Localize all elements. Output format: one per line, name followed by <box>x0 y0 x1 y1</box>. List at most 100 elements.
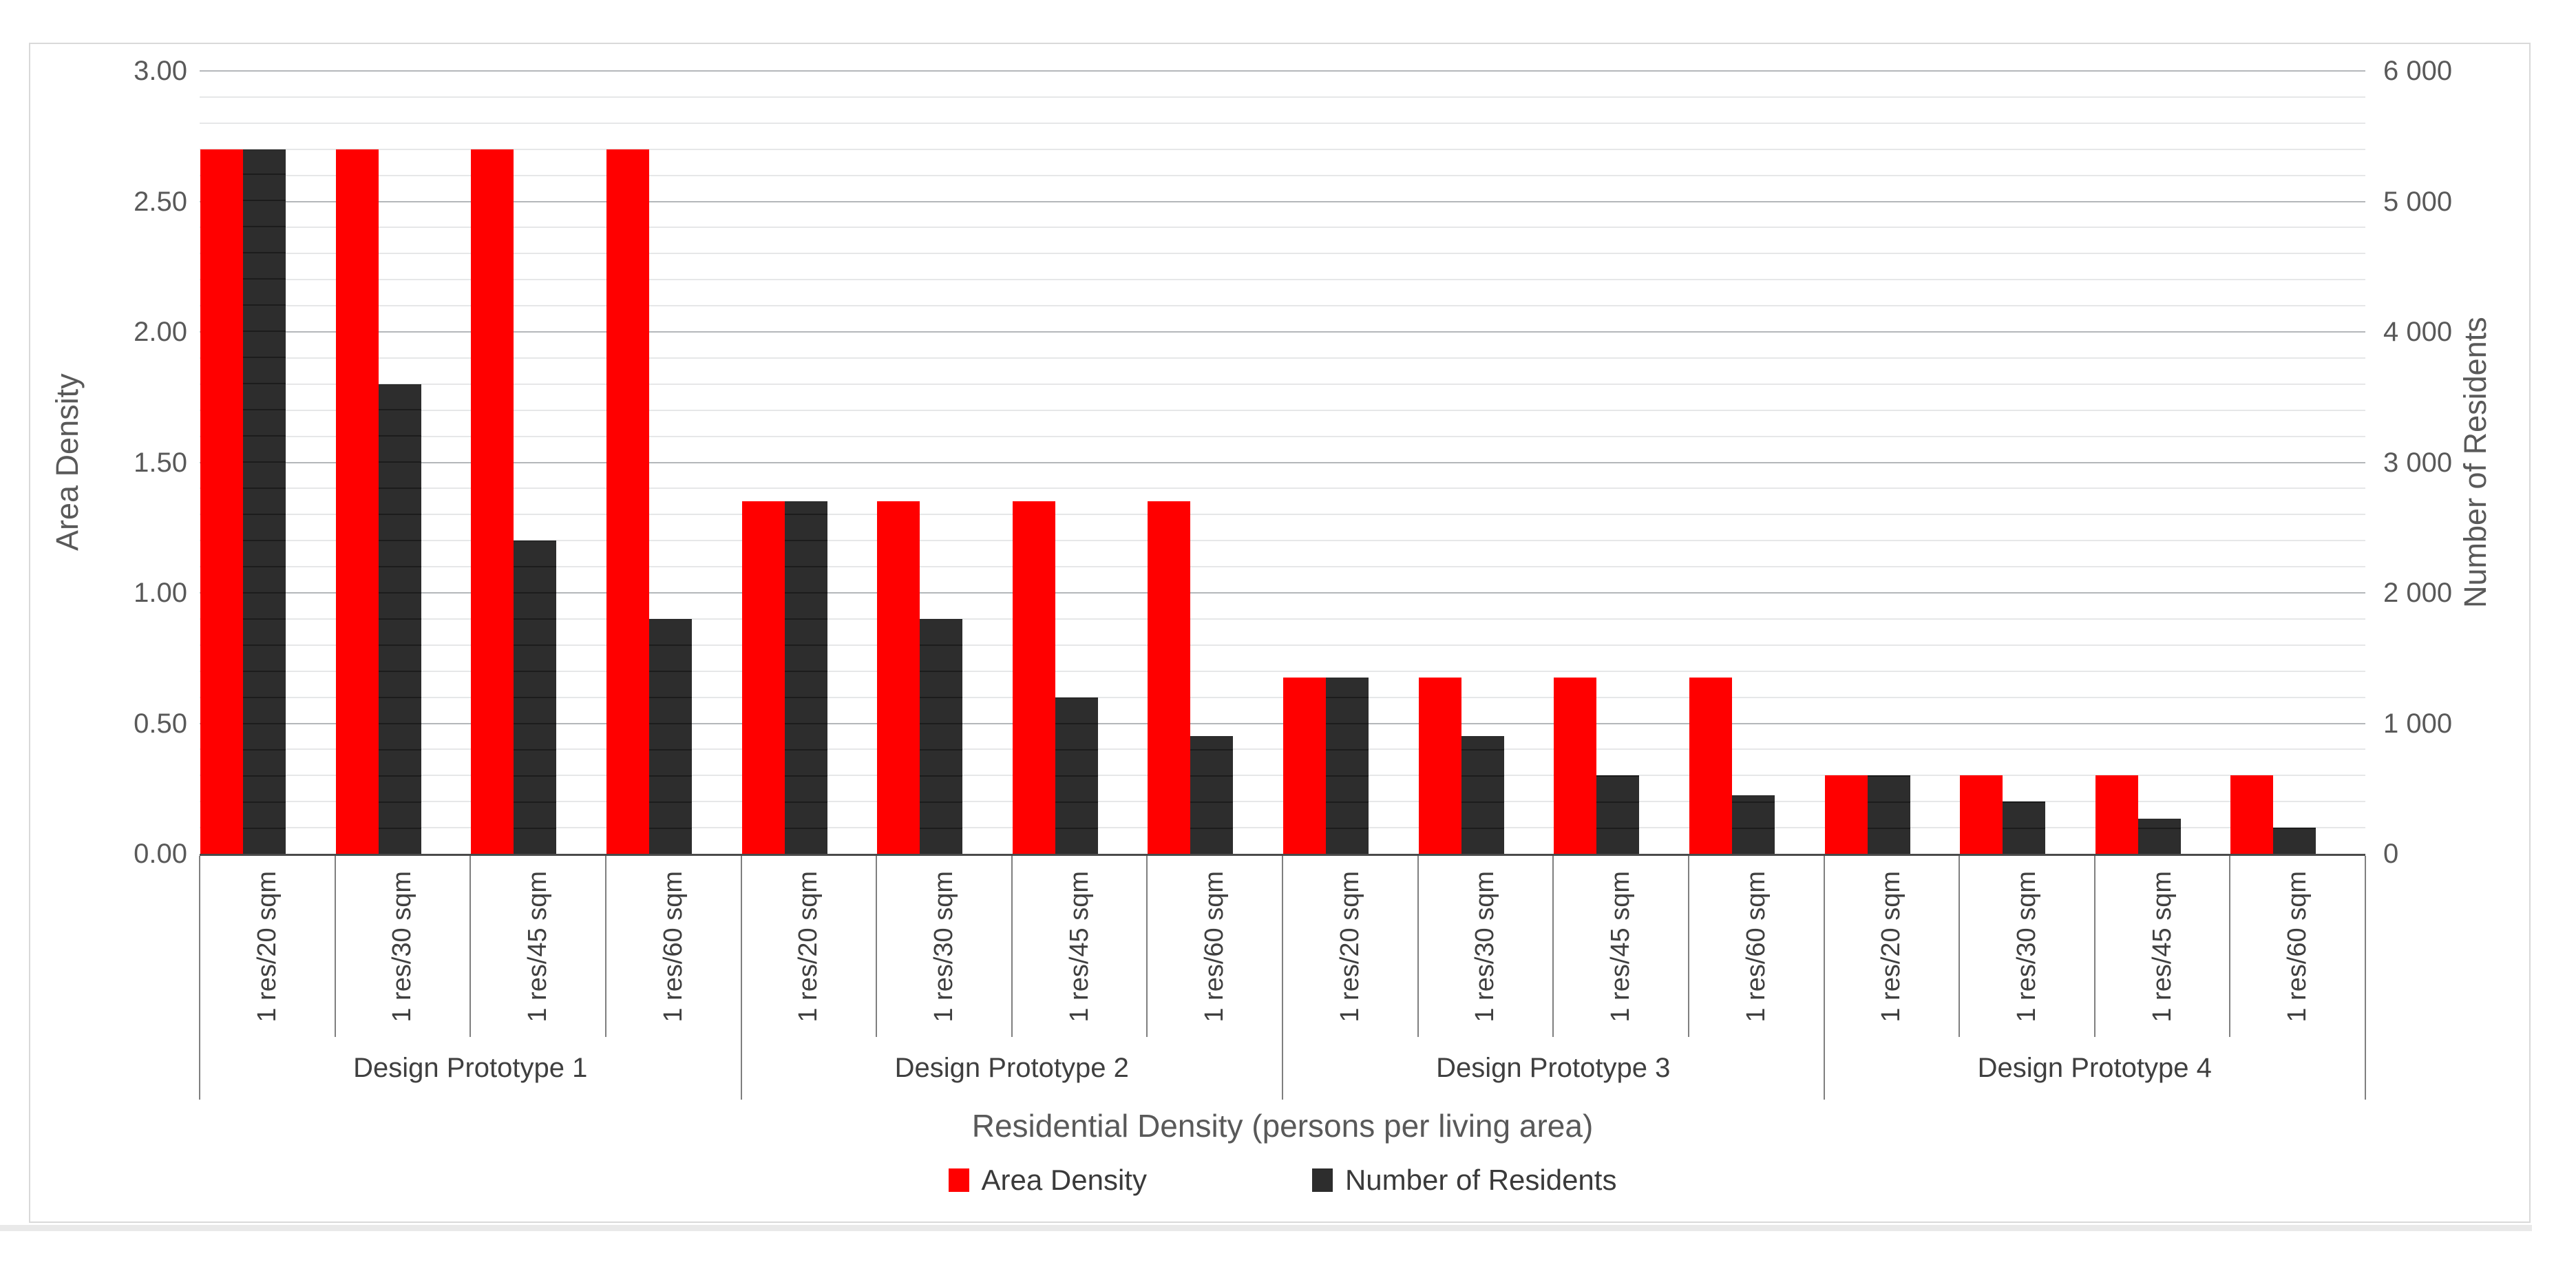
category-label-cell: 1 res/60 sqm <box>2230 856 2365 1037</box>
bar-area-density <box>335 149 379 854</box>
minor-gridline <box>200 566 2365 568</box>
group-separator <box>2365 856 2366 1100</box>
legend: Area Density Number of Residents <box>200 1164 2365 1197</box>
bar-area-density <box>1960 775 2003 854</box>
minor-gridline <box>200 383 2365 385</box>
minor-gridline <box>200 279 2365 281</box>
category-cell <box>1959 71 2095 854</box>
category-separator <box>1146 856 1148 1037</box>
axis-tick-label: 1.00 <box>134 578 187 608</box>
category-label: 1 res/45 sqm <box>1064 870 1094 1022</box>
category-cell <box>876 71 1012 854</box>
category-label: 1 res/20 sqm <box>794 870 823 1022</box>
category-label: 1 res/20 sqm <box>1877 870 1906 1022</box>
category-label-cell: 1 res/60 sqm <box>1689 856 1824 1037</box>
axis-tick-label: 5 000 <box>2383 186 2453 217</box>
category-label: 1 res/30 sqm <box>388 870 417 1022</box>
category-label: 1 res/30 sqm <box>929 870 958 1022</box>
category-label: 1 res/20 sqm <box>1335 870 1364 1022</box>
group-separator <box>1823 856 1825 1100</box>
bar-area-density <box>2095 775 2138 854</box>
group-separator <box>199 856 200 1100</box>
category-cell <box>741 71 877 854</box>
major-gridline <box>200 722 2365 724</box>
legend-swatch-area-density <box>948 1168 969 1192</box>
bar-area-density <box>200 149 243 854</box>
axis-tick-label: 1.50 <box>134 447 187 478</box>
bar-number-of-residents <box>2273 828 2316 854</box>
minor-gridline <box>200 253 2365 255</box>
axis-tick-label: 2 000 <box>2383 578 2453 608</box>
legend-item: Number of Residents <box>1311 1164 1617 1197</box>
category-separator <box>604 856 606 1037</box>
bar-number-of-residents <box>2137 819 2181 854</box>
major-gridline <box>200 461 2365 463</box>
bar-number-of-residents <box>1461 736 1504 854</box>
legend-swatch-number-of-residents <box>1311 1168 1333 1192</box>
minor-gridline <box>200 748 2365 751</box>
group-label: Design Prototype 3 <box>1436 1053 1671 1083</box>
minor-gridline <box>200 644 2365 646</box>
category-cell <box>335 71 471 854</box>
minor-gridline <box>200 227 2365 229</box>
minor-gridline <box>200 357 2365 359</box>
minor-gridline <box>200 540 2365 542</box>
x-axis-title: Residential Density (persons per living … <box>971 1108 1594 1144</box>
bar-number-of-residents <box>784 501 827 854</box>
bar-area-density <box>1554 678 1597 854</box>
category-separator <box>1417 856 1419 1037</box>
axis-tick-label: 3.00 <box>134 56 187 86</box>
category-cell <box>1824 71 1960 854</box>
minor-gridline <box>200 801 2365 803</box>
axis-tick-label: 0 <box>2383 839 2399 869</box>
group-label: Design Prototype 2 <box>894 1053 1129 1083</box>
bar-number-of-residents <box>920 618 963 854</box>
bar-number-of-residents <box>1055 697 1098 854</box>
category-label-cell: 1 res/30 sqm <box>876 856 1012 1037</box>
minor-gridline <box>200 96 2365 98</box>
category-label-cell: 1 res/30 sqm <box>1959 856 2095 1037</box>
category-label-cell: 1 res/60 sqm <box>1147 856 1282 1037</box>
category-label: 1 res/45 sqm <box>2147 870 2177 1022</box>
bar-area-density <box>606 149 649 854</box>
category-label-cell: 1 res/45 sqm <box>470 856 606 1037</box>
bar-number-of-residents <box>378 384 421 854</box>
bar-number-of-residents <box>1731 795 1775 854</box>
category-cell <box>470 71 606 854</box>
minor-gridline <box>200 122 2365 124</box>
legend-label: Number of Residents <box>1344 1164 1617 1196</box>
minor-gridline <box>200 514 2365 516</box>
minor-gridline <box>200 670 2365 672</box>
left-axis-ticks: 3.00 2.50 2.00 1.50 1.00 0.50 0.00 <box>0 57 187 868</box>
category-separator <box>2093 856 2095 1037</box>
category-label-cell: 1 res/20 sqm <box>200 856 335 1037</box>
minor-gridline <box>200 305 2365 307</box>
chart-panel <box>29 43 2531 1223</box>
category-separator <box>876 856 878 1037</box>
category-axis-band: 1 res/20 sqm 1 res/30 sqm 1 res/45 sqm 1 re… <box>199 856 2366 1100</box>
group-labels: Design Prototype 1 Design Prototype 2 Desi… <box>200 1037 2365 1100</box>
minor-gridline <box>200 487 2365 490</box>
major-gridline <box>200 200 2365 202</box>
bar-number-of-residents <box>648 618 692 854</box>
category-cell <box>200 71 335 854</box>
category-label-cell: 1 res/30 sqm <box>1418 856 1554 1037</box>
bar-area-density <box>2230 775 2274 854</box>
category-label: 1 res/30 sqm <box>2012 870 2041 1022</box>
bar-area-density <box>1148 501 1191 854</box>
category-label-cell: 1 res/20 sqm <box>741 856 877 1037</box>
bar-area-density <box>741 501 785 854</box>
category-separator <box>334 856 336 1037</box>
category-label-cell: 1 res/45 sqm <box>2095 856 2230 1037</box>
legend-item: Area Density <box>948 1164 1147 1197</box>
minor-gridline <box>200 174 2365 176</box>
category-separator <box>1552 856 1554 1037</box>
axis-tick-label: 2.00 <box>134 317 187 347</box>
axis-tick-label: 0.00 <box>134 839 187 869</box>
bar-number-of-residents <box>243 149 286 854</box>
bar-area-density <box>1689 678 1732 854</box>
legend-label: Area Density <box>981 1164 1147 1196</box>
bar-number-of-residents <box>1326 678 1369 854</box>
bar-number-of-residents <box>1867 775 1910 854</box>
category-label-cell: 1 res/45 sqm <box>1012 856 1148 1037</box>
